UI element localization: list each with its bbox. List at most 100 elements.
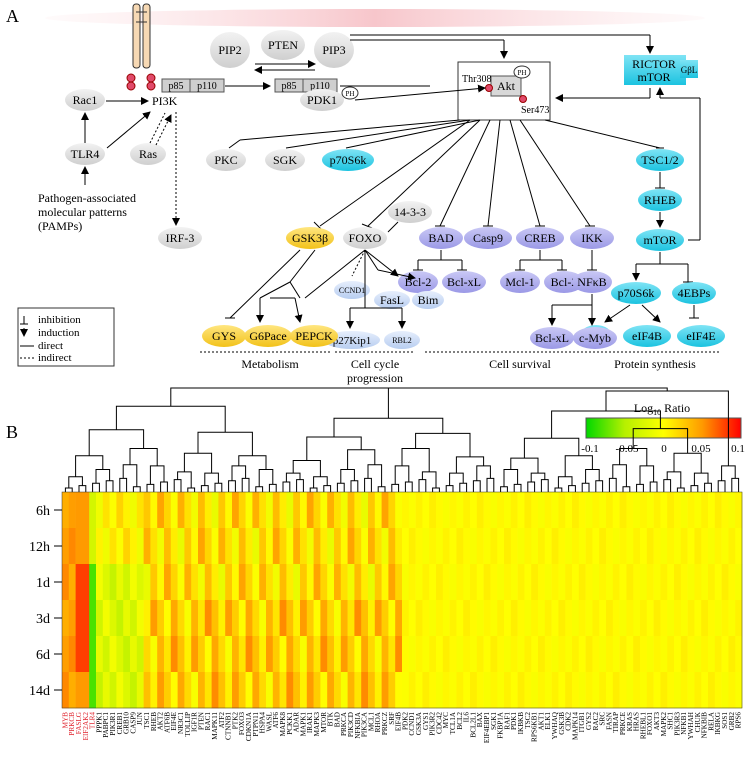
dendrogram-branch [557,476,573,488]
rictor-label: RICTOR [632,57,676,71]
heatmap-cell [164,636,172,673]
heatmap-cell [157,600,165,637]
heatmap-cell [109,600,117,637]
heatmap-cell [96,492,104,529]
heatmap-cell [300,528,308,565]
heatmap-cell [157,564,165,601]
heatmap-cell [653,528,661,565]
dendrogram-branch [636,483,644,492]
heatmap-cell [667,492,675,529]
heatmap-cell [504,636,512,673]
heatmap-cell [136,492,144,529]
heatmap-cell [544,600,552,637]
heatmap-gene-label: JUN [136,711,144,725]
heatmap-cell [62,564,70,601]
p27-label: p27Kip1 [333,335,372,347]
pamps-line3: (PAMPs) [38,219,82,233]
heatmap-cell [170,636,178,673]
heatmap-gene-label: PRKCZ [381,712,389,735]
heatmap-cell [245,564,253,601]
heatmap-gene-label: RELA [707,711,715,731]
heatmap-cell [211,600,219,637]
heatmap-gene-label: TSC1 [143,712,151,729]
heatmap-cell [395,600,403,637]
dendrogram-branch [472,480,481,492]
heatmap-gene-label: NFKBIA [354,711,362,739]
heatmap-cell [232,672,240,709]
heatmap-gene-label: GSK3A [415,711,423,735]
heatmap-cell [429,636,437,673]
heatmap-cell [708,564,716,601]
heatmap-cell [184,600,192,637]
heatmap-cell [646,672,654,709]
heatmap-cell [483,672,491,709]
heatmap-gene-label: MYB [61,712,69,729]
heatmap-cell [510,600,518,637]
heatmap-cell [436,672,444,709]
heatmap-cell [306,672,314,709]
heatmap-cell [266,636,274,673]
rbl2-label: RBL2 [392,336,412,345]
heatmap-gene-label: IGF1R [191,712,199,732]
heatmap-cell [272,492,280,529]
heatmap-gene-label: EIF4B [395,712,403,731]
heatmap-cell [687,528,695,565]
heatmap-cell [225,492,233,529]
nfkb-label: NFκB [577,275,606,289]
heatmap-cell [517,672,525,709]
cell-membrane [45,9,705,27]
receptor [126,3,156,91]
heatmap-cell [565,636,573,673]
heatmap-gene-label: IKBKG [714,712,722,735]
phospho-icon [146,81,156,91]
heatmap-cell [510,636,518,673]
heatmap-cell [572,492,580,529]
heatmap-cell [313,564,321,601]
heatmap-cell [701,492,709,529]
pepck-node [290,325,338,347]
heatmap-cell [551,492,559,529]
heatmap-cell [517,492,525,529]
heatmap-cell [109,672,117,709]
heatmap-cell [653,492,661,529]
heatmap-cell [218,564,226,601]
heatmap-gene-label: CASP9 [129,712,137,734]
dendrogram-branch [523,437,580,459]
mtor-complex-label: mTOR [637,70,670,84]
heatmap-cell [463,636,471,673]
heatmap-cell [266,492,274,529]
heatmap-cell [381,636,389,673]
heatmap-cell [402,600,410,637]
heatmap-cell [517,600,525,637]
heatmap-cell [687,672,695,709]
heatmap-cell [150,672,158,709]
bcl2-label-b: Bcl-2 [551,275,578,289]
foxo-label: FOXO [349,231,382,245]
heatmap-cell [599,492,607,529]
heatmap-cell [633,600,641,637]
bclxl-node-b [530,327,574,349]
heatmap-cell [728,564,736,601]
dendrogram-branch [455,456,485,474]
dendrogram-branch [364,477,372,492]
heatmap-cell [361,600,369,637]
heatmap-cell [204,600,212,637]
heatmap-cell [606,672,614,709]
heatmap-gene-label: SRC [599,712,607,726]
pepck-label: PEPCK [295,329,333,343]
dendrogram-branch [238,455,267,470]
dendrogram-branch [187,487,196,492]
heatmap-cell [252,636,260,673]
bim-label: Bim [418,293,439,307]
heatmap-cell [626,528,634,565]
heatmap-cell [82,672,90,709]
heatmap-cell [164,492,172,529]
heatmap-cell [136,636,144,673]
heatmap-gene-label: NFKBIB [701,712,709,739]
heatmap-cell [211,636,219,673]
heatmap-gene-label: HSPA4 [259,712,267,734]
heatmap-cell [327,528,335,565]
heatmap-cell [191,600,199,637]
heatmap-cell [422,600,430,637]
heatmap-cell [279,672,287,709]
